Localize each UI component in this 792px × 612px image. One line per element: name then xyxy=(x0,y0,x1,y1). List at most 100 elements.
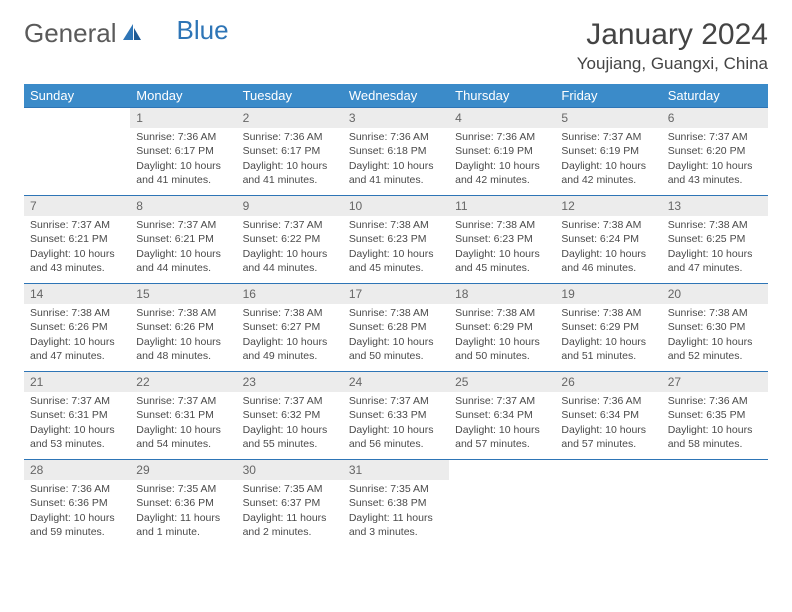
day-number: 25 xyxy=(449,372,555,392)
day-cell: 11Sunrise: 7:38 AMSunset: 6:23 PMDayligh… xyxy=(449,196,555,284)
day-cell xyxy=(24,108,130,196)
logo-text-general: General xyxy=(24,18,117,49)
day-cell: 13Sunrise: 7:38 AMSunset: 6:25 PMDayligh… xyxy=(662,196,768,284)
day-body: Sunrise: 7:36 AMSunset: 6:18 PMDaylight:… xyxy=(343,128,449,191)
daylight-line: Daylight: 10 hours xyxy=(349,247,443,261)
day-body: Sunrise: 7:35 AMSunset: 6:37 PMDaylight:… xyxy=(237,480,343,543)
day-body: Sunrise: 7:38 AMSunset: 6:29 PMDaylight:… xyxy=(449,304,555,367)
weekday-friday: Friday xyxy=(555,84,661,108)
daylight-line: and 50 minutes. xyxy=(349,349,443,363)
day-cell: 10Sunrise: 7:38 AMSunset: 6:23 PMDayligh… xyxy=(343,196,449,284)
sunset-line: Sunset: 6:36 PM xyxy=(136,496,230,510)
day-body: Sunrise: 7:37 AMSunset: 6:34 PMDaylight:… xyxy=(449,392,555,455)
day-number: 14 xyxy=(24,284,130,304)
day-number: 19 xyxy=(555,284,661,304)
daylight-line: and 49 minutes. xyxy=(243,349,337,363)
sunrise-line: Sunrise: 7:36 AM xyxy=(561,394,655,408)
day-body: Sunrise: 7:35 AMSunset: 6:38 PMDaylight:… xyxy=(343,480,449,543)
daylight-line: and 43 minutes. xyxy=(668,173,762,187)
sunrise-line: Sunrise: 7:38 AM xyxy=(30,306,124,320)
sunset-line: Sunset: 6:27 PM xyxy=(243,320,337,334)
day-number: 9 xyxy=(237,196,343,216)
day-number: 11 xyxy=(449,196,555,216)
sunset-line: Sunset: 6:17 PM xyxy=(243,144,337,158)
logo-text-blue: Blue xyxy=(177,15,229,46)
sunrise-line: Sunrise: 7:38 AM xyxy=(561,306,655,320)
daylight-line: Daylight: 10 hours xyxy=(668,247,762,261)
day-number: 21 xyxy=(24,372,130,392)
day-body: Sunrise: 7:38 AMSunset: 6:26 PMDaylight:… xyxy=(130,304,236,367)
sunset-line: Sunset: 6:22 PM xyxy=(243,232,337,246)
sunset-line: Sunset: 6:29 PM xyxy=(561,320,655,334)
sunrise-line: Sunrise: 7:37 AM xyxy=(455,394,549,408)
daylight-line: Daylight: 10 hours xyxy=(455,247,549,261)
sunrise-line: Sunrise: 7:37 AM xyxy=(349,394,443,408)
day-cell: 12Sunrise: 7:38 AMSunset: 6:24 PMDayligh… xyxy=(555,196,661,284)
day-cell: 5Sunrise: 7:37 AMSunset: 6:19 PMDaylight… xyxy=(555,108,661,196)
daylight-line: Daylight: 10 hours xyxy=(349,159,443,173)
daylight-line: Daylight: 10 hours xyxy=(455,335,549,349)
day-cell: 21Sunrise: 7:37 AMSunset: 6:31 PMDayligh… xyxy=(24,372,130,460)
day-number: 27 xyxy=(662,372,768,392)
day-cell: 20Sunrise: 7:38 AMSunset: 6:30 PMDayligh… xyxy=(662,284,768,372)
sunrise-line: Sunrise: 7:38 AM xyxy=(349,218,443,232)
daylight-line: and 41 minutes. xyxy=(243,173,337,187)
daylight-line: Daylight: 10 hours xyxy=(30,247,124,261)
day-number: 2 xyxy=(237,108,343,128)
daylight-line: and 54 minutes. xyxy=(136,437,230,451)
day-body: Sunrise: 7:37 AMSunset: 6:32 PMDaylight:… xyxy=(237,392,343,455)
week-row: 21Sunrise: 7:37 AMSunset: 6:31 PMDayligh… xyxy=(24,372,768,460)
daylight-line: and 57 minutes. xyxy=(561,437,655,451)
sunrise-line: Sunrise: 7:37 AM xyxy=(561,130,655,144)
daylight-line: Daylight: 10 hours xyxy=(668,423,762,437)
day-cell: 30Sunrise: 7:35 AMSunset: 6:37 PMDayligh… xyxy=(237,460,343,548)
day-body: Sunrise: 7:38 AMSunset: 6:29 PMDaylight:… xyxy=(555,304,661,367)
day-number: 3 xyxy=(343,108,449,128)
day-number: 15 xyxy=(130,284,236,304)
day-number: 18 xyxy=(449,284,555,304)
sunrise-line: Sunrise: 7:36 AM xyxy=(243,130,337,144)
day-number: 6 xyxy=(662,108,768,128)
sunrise-line: Sunrise: 7:37 AM xyxy=(668,130,762,144)
day-cell: 18Sunrise: 7:38 AMSunset: 6:29 PMDayligh… xyxy=(449,284,555,372)
sunset-line: Sunset: 6:18 PM xyxy=(349,144,443,158)
day-body: Sunrise: 7:38 AMSunset: 6:25 PMDaylight:… xyxy=(662,216,768,279)
daylight-line: Daylight: 11 hours xyxy=(243,511,337,525)
daylight-line: and 41 minutes. xyxy=(349,173,443,187)
daylight-line: and 41 minutes. xyxy=(136,173,230,187)
day-cell: 4Sunrise: 7:36 AMSunset: 6:19 PMDaylight… xyxy=(449,108,555,196)
day-body: Sunrise: 7:36 AMSunset: 6:34 PMDaylight:… xyxy=(555,392,661,455)
day-body: Sunrise: 7:37 AMSunset: 6:31 PMDaylight:… xyxy=(24,392,130,455)
daylight-line: and 1 minute. xyxy=(136,525,230,539)
day-cell: 16Sunrise: 7:38 AMSunset: 6:27 PMDayligh… xyxy=(237,284,343,372)
sunset-line: Sunset: 6:21 PM xyxy=(30,232,124,246)
sunrise-line: Sunrise: 7:37 AM xyxy=(243,394,337,408)
day-cell: 1Sunrise: 7:36 AMSunset: 6:17 PMDaylight… xyxy=(130,108,236,196)
daylight-line: Daylight: 10 hours xyxy=(30,511,124,525)
daylight-line: Daylight: 10 hours xyxy=(136,423,230,437)
sunrise-line: Sunrise: 7:36 AM xyxy=(30,482,124,496)
sunrise-line: Sunrise: 7:35 AM xyxy=(349,482,443,496)
daylight-line: and 58 minutes. xyxy=(668,437,762,451)
week-row: 14Sunrise: 7:38 AMSunset: 6:26 PMDayligh… xyxy=(24,284,768,372)
daylight-line: and 52 minutes. xyxy=(668,349,762,363)
sunrise-line: Sunrise: 7:36 AM xyxy=(136,130,230,144)
sunrise-line: Sunrise: 7:37 AM xyxy=(30,394,124,408)
sunset-line: Sunset: 6:33 PM xyxy=(349,408,443,422)
daylight-line: Daylight: 10 hours xyxy=(668,159,762,173)
sunset-line: Sunset: 6:31 PM xyxy=(136,408,230,422)
daylight-line: and 53 minutes. xyxy=(30,437,124,451)
sunset-line: Sunset: 6:34 PM xyxy=(455,408,549,422)
daylight-line: Daylight: 10 hours xyxy=(136,247,230,261)
sunrise-line: Sunrise: 7:38 AM xyxy=(136,306,230,320)
day-body: Sunrise: 7:36 AMSunset: 6:17 PMDaylight:… xyxy=(130,128,236,191)
weekday-thursday: Thursday xyxy=(449,84,555,108)
sunset-line: Sunset: 6:37 PM xyxy=(243,496,337,510)
day-body: Sunrise: 7:37 AMSunset: 6:31 PMDaylight:… xyxy=(130,392,236,455)
daylight-line: and 56 minutes. xyxy=(349,437,443,451)
calendar-table: Sunday Monday Tuesday Wednesday Thursday… xyxy=(24,84,768,548)
sunset-line: Sunset: 6:23 PM xyxy=(455,232,549,246)
day-body: Sunrise: 7:38 AMSunset: 6:23 PMDaylight:… xyxy=(343,216,449,279)
day-body: Sunrise: 7:37 AMSunset: 6:21 PMDaylight:… xyxy=(24,216,130,279)
day-number: 28 xyxy=(24,460,130,480)
